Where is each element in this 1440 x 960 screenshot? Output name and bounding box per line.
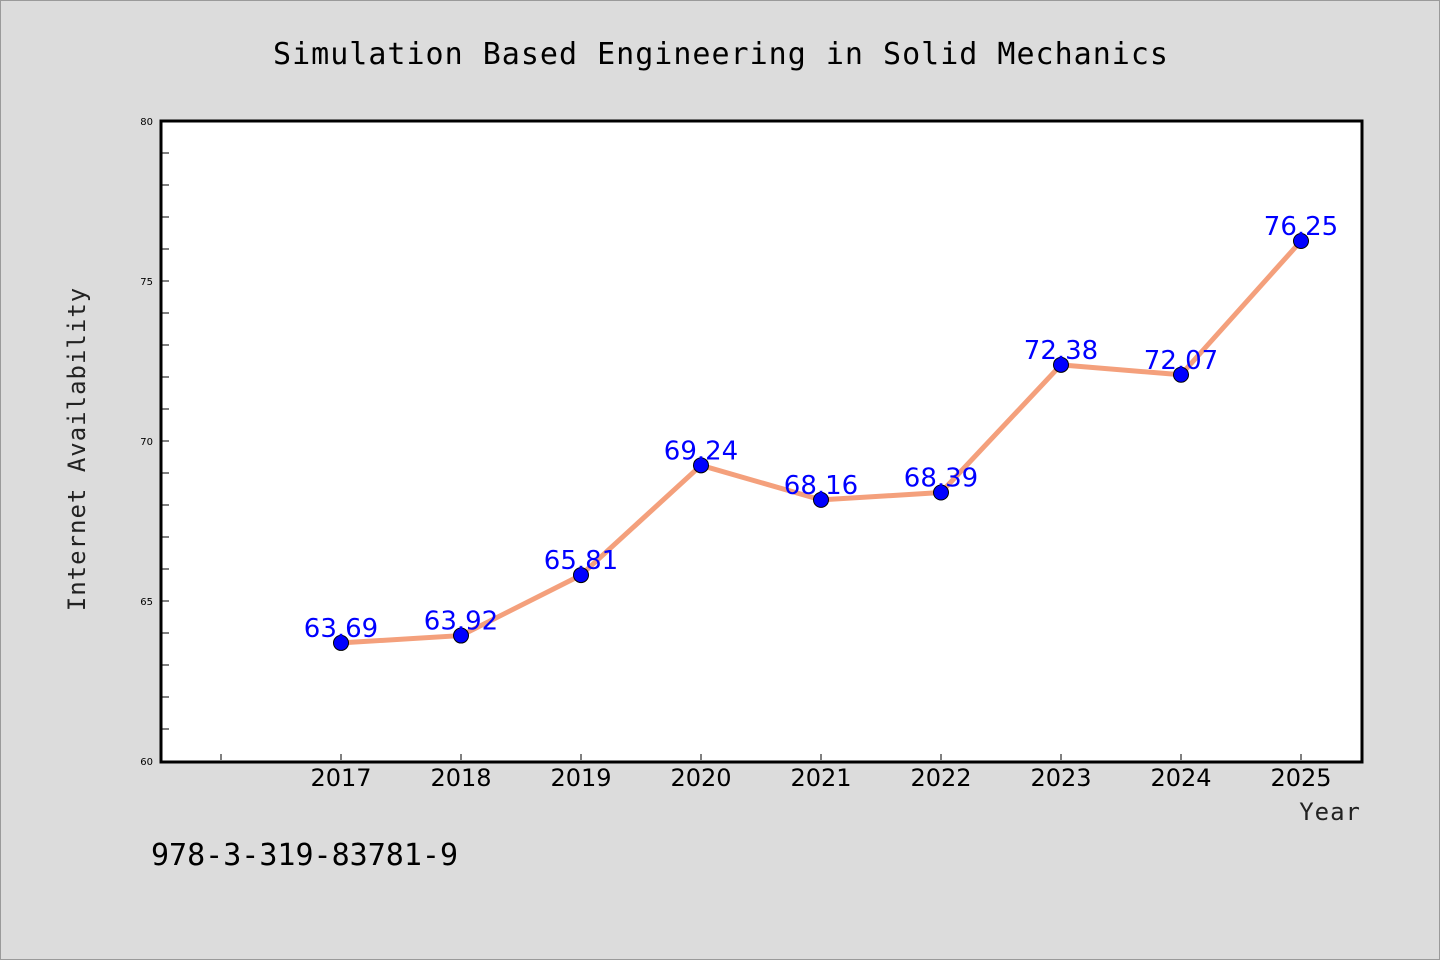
y-tick-label: 80 <box>140 117 153 128</box>
data-point <box>1293 233 1309 249</box>
x-tick-label: 2017 <box>310 764 371 792</box>
x-tick-label: 2022 <box>910 764 971 792</box>
data-point <box>813 491 829 508</box>
chart-title: Simulation Based Engineering in Solid Me… <box>273 37 1169 72</box>
x-tick-label: 2019 <box>550 764 611 792</box>
data-label: 72.38 <box>1024 336 1098 366</box>
x-tick-label: 2020 <box>670 764 731 792</box>
y-tick-label: 65 <box>140 597 153 608</box>
x-tick-label: 2023 <box>1030 764 1091 792</box>
data-point <box>1173 366 1189 383</box>
data-label: 76.25 <box>1264 212 1338 242</box>
x-tick-label: 2024 <box>1150 764 1211 792</box>
data-label: 72.07 <box>1144 346 1218 376</box>
x-axis-label: Year <box>1299 798 1361 826</box>
y-tick-label: 75 <box>140 277 153 288</box>
x-tick-label: 2018 <box>430 764 491 792</box>
data-label: 68.39 <box>904 464 978 494</box>
x-tick-label: 2025 <box>1270 764 1331 792</box>
data-label: 68.16 <box>784 471 858 501</box>
plot-area <box>159 119 1364 764</box>
x-tick-label: 2021 <box>790 764 851 792</box>
data-point <box>1053 356 1069 373</box>
data-label: 65.81 <box>544 546 618 576</box>
data-label: 69.24 <box>664 436 738 466</box>
data-point <box>933 484 949 501</box>
footnote-text: 978-3-319-83781-9 <box>151 838 458 873</box>
y-axis: 60 65 70 75 80 <box>140 117 169 768</box>
data-point <box>573 567 589 584</box>
data-label: 63.69 <box>304 614 378 644</box>
data-label: 63.92 <box>424 607 498 637</box>
data-point <box>693 457 709 474</box>
data-point <box>333 634 349 651</box>
x-axis: 2017 2018 2019 2020 2021 2022 2023 2024 2025 <box>220 754 1332 792</box>
data-labels: 63.69 63.92 65.81 69.24 68.16 68.39 72.38 72.07… <box>304 212 1338 644</box>
data-point <box>453 627 469 644</box>
series-layer <box>333 233 1309 651</box>
y-axis-label: Internet Availability <box>63 287 91 611</box>
y-tick-label: 70 <box>140 437 153 448</box>
y-tick-label: 60 <box>140 757 153 768</box>
